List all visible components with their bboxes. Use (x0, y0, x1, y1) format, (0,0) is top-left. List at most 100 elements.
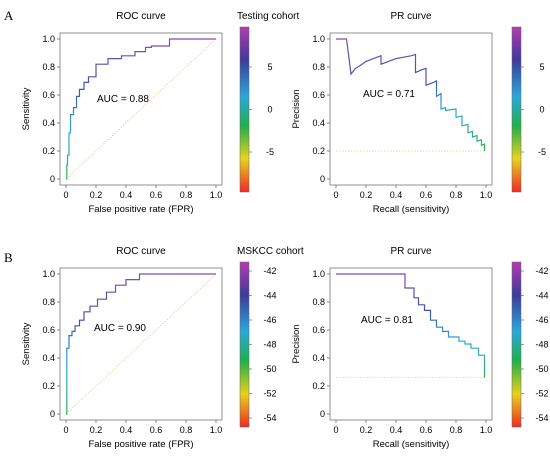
series-curve (66, 38, 216, 180)
y-tick-label: 0.2 (312, 381, 325, 391)
y-tick-label: 0.2 (312, 146, 325, 156)
x-tick-label: 0.4 (390, 425, 403, 435)
chart-3: PR curve 0 0.2 0.4 0.6 0.8 1.0 0 0.2 0.4 0.6 0.8 1.0… (291, 246, 549, 450)
x-tick-label: 1.0 (210, 425, 223, 435)
colorbar-tick-label: -50 (535, 364, 548, 374)
chance-diagonal (65, 273, 217, 415)
y-tick-label: 0.6 (312, 325, 325, 335)
auc-annotation: AUC = 0.71 (363, 89, 415, 100)
y-tick-label: 0.4 (42, 353, 55, 363)
chart-1: PR curve 0 0.2 0.4 0.6 0.8 1.0 0 0.2 0.4 0.6 0.8 1.0… (291, 11, 546, 215)
y-tick-label: 0.2 (42, 146, 55, 156)
x-tick-label: 0 (333, 425, 338, 435)
colorbar-tick-label: 0 (267, 105, 272, 115)
x-tick-label: 0.6 (420, 190, 433, 200)
chart-title: PR curve (390, 246, 432, 257)
colorbar-tick-label: 5 (267, 62, 272, 72)
x-axis-label: False positive rate (FPR) (88, 439, 193, 450)
x-tick-label: 0.4 (390, 190, 403, 200)
x-axis-label: Recall (sensitivity) (373, 204, 450, 215)
y-tick-label: 0.4 (312, 353, 325, 363)
colorbar (239, 261, 250, 428)
x-tick-label: 1.0 (480, 425, 493, 435)
colorbar-tick-label: -54 (263, 413, 276, 423)
colorbar-tick-label: -48 (263, 340, 276, 350)
colorbar-tick-label: -46 (535, 315, 548, 325)
x-tick-label: 0.8 (450, 425, 463, 435)
x-tick-label: 0 (63, 190, 68, 200)
y-tick-label: 0.8 (312, 297, 325, 307)
colorbar-tick-label: -42 (263, 266, 276, 276)
x-tick-label: 0 (63, 425, 68, 435)
y-tick-label: 1.0 (42, 269, 55, 279)
chart-title: PR curve (390, 11, 432, 22)
x-tick-label: 0.6 (420, 425, 433, 435)
colorbar-tick-label: -48 (535, 340, 548, 350)
y-tick-label: 1.0 (312, 269, 325, 279)
y-tick-label: 0.8 (312, 62, 325, 72)
y-tick-label: 0 (320, 409, 325, 419)
x-tick-label: 0.2 (360, 425, 373, 435)
panel-label-a: A (4, 8, 14, 23)
y-tick-label: 0.4 (42, 118, 55, 128)
x-axis-label: False positive rate (FPR) (88, 204, 193, 215)
x-tick-label: 0.6 (150, 190, 163, 200)
x-tick-label: 0.4 (120, 425, 133, 435)
y-tick-label: 0 (50, 174, 55, 184)
x-tick-label: 0.8 (180, 425, 193, 435)
x-tick-label: 0.6 (150, 425, 163, 435)
auc-annotation: AUC = 0.81 (361, 315, 413, 326)
y-tick-label: 1.0 (312, 34, 325, 44)
cohort-title-testing: Testing cohort (237, 11, 299, 22)
x-tick-label: 1.0 (210, 190, 223, 200)
x-tick-label: 0 (333, 190, 338, 200)
x-tick-label: 0.4 (120, 190, 133, 200)
colorbar-tick-label: 0 (539, 105, 544, 115)
x-tick-label: 0.8 (180, 190, 193, 200)
colorbar-tick-label: -46 (263, 315, 276, 325)
y-axis-label: Sensitivity (21, 322, 32, 365)
colorbar (511, 261, 522, 428)
x-axis-label: Recall (sensitivity) (373, 439, 450, 450)
y-axis-label: Precision (291, 89, 302, 128)
colorbar-tick-label: -54 (535, 413, 548, 423)
chance-diagonal (65, 38, 217, 180)
colorbar-tick-label: -42 (535, 266, 548, 276)
y-tick-label: 0.8 (42, 62, 55, 72)
series-curve (336, 273, 486, 378)
colorbar-tick-label: -52 (263, 389, 276, 399)
charts-container: ROC curve 0 0.2 0.4 0.6 0.8 1.0 0 0.2 0.4 0.6 0.8 1.… (21, 11, 549, 450)
colorbar-tick-label: 5 (539, 62, 544, 72)
y-tick-label: 0 (50, 409, 55, 419)
colorbar-tick-label: -44 (535, 291, 548, 301)
y-tick-label: 1.0 (42, 34, 55, 44)
y-tick-label: 0.6 (312, 90, 325, 100)
colorbar-tick-label: -50 (263, 364, 276, 374)
auc-annotation: AUC = 0.90 (94, 323, 146, 334)
colorbar-tick-label: -5 (266, 147, 274, 157)
y-axis-label: Sensitivity (21, 87, 32, 130)
chart-0: ROC curve 0 0.2 0.4 0.6 0.8 1.0 0 0.2 0.4 0.6 0.8 1.… (21, 11, 274, 215)
colorbar-tick-label: -52 (535, 389, 548, 399)
plot-frame (329, 32, 493, 186)
chart-title: ROC curve (116, 11, 166, 22)
y-tick-label: 0.2 (42, 381, 55, 391)
x-tick-label: 0.2 (90, 190, 103, 200)
y-tick-label: 0.4 (312, 118, 325, 128)
y-tick-label: 0.6 (42, 90, 55, 100)
panel-label-b: B (4, 250, 13, 265)
colorbar (239, 26, 250, 193)
series-curve (66, 273, 216, 415)
x-tick-label: 0.8 (450, 190, 463, 200)
series-curve (336, 38, 486, 151)
y-tick-label: 0.8 (42, 297, 55, 307)
colorbar-tick-label: -5 (538, 147, 546, 157)
chart-title: ROC curve (116, 246, 166, 257)
colorbar (511, 26, 522, 193)
x-tick-label: 0.2 (90, 425, 103, 435)
chart-2: ROC curve 0 0.2 0.4 0.6 0.8 1.0 0 0.2 0.4 0.6 0.8 1.… (21, 246, 277, 450)
y-axis-label: Precision (291, 324, 302, 363)
y-tick-label: 0 (320, 174, 325, 184)
cohort-title-mskcc: MSKCC cohort (237, 246, 304, 257)
